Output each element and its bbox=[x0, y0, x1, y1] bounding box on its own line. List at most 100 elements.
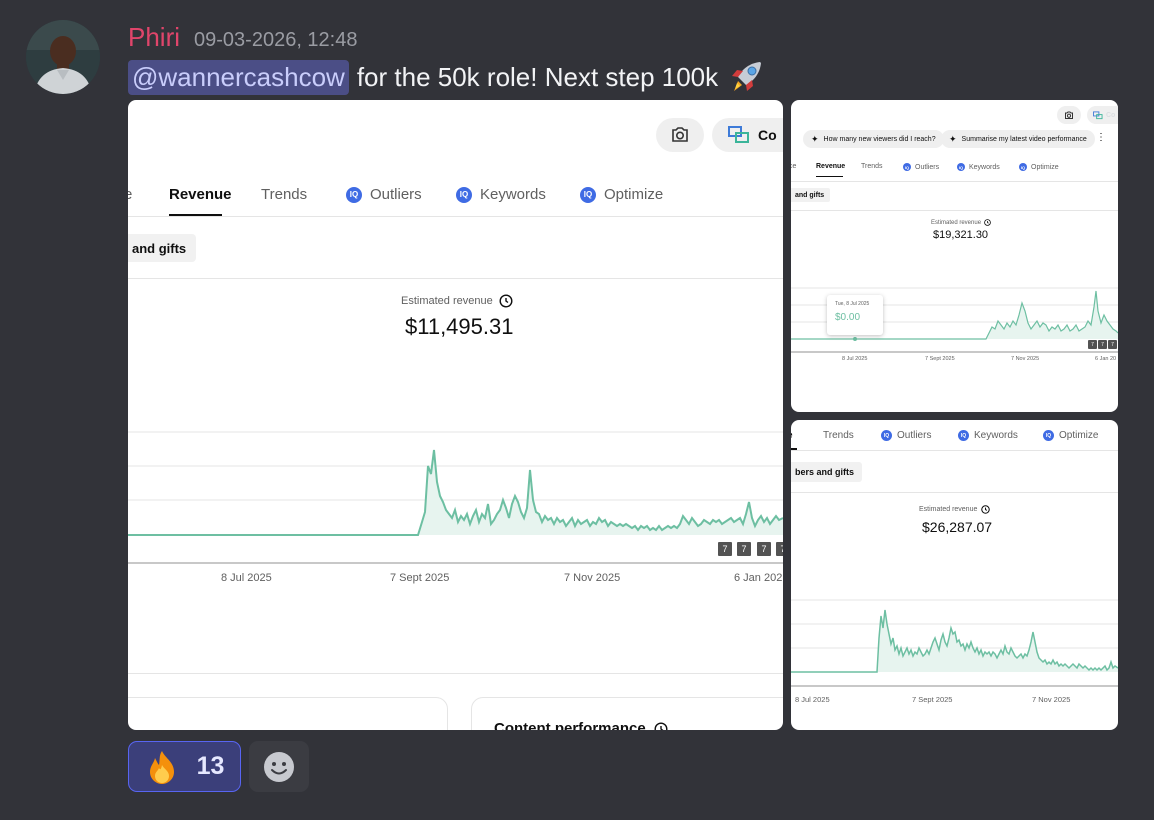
create-button-label: Co bbox=[1106, 111, 1116, 119]
tab-keywords[interactable]: IQ Keywords bbox=[958, 430, 1018, 441]
filter-chip[interactable]: and gifts bbox=[791, 188, 831, 202]
prompt-chip[interactable]: ✦ How many new viewers did I reach? bbox=[803, 130, 944, 148]
tabs-divider bbox=[791, 181, 1118, 182]
active-tab-underline bbox=[791, 448, 797, 450]
tab-trends[interactable]: Trends bbox=[861, 163, 883, 170]
card-title: Content performance bbox=[494, 720, 668, 730]
reaction-count: 13 bbox=[196, 752, 225, 780]
keywords-badge-icon: IQ bbox=[957, 163, 965, 171]
keywords-badge-icon: IQ bbox=[958, 430, 969, 441]
tab-revenue[interactable]: Revenue bbox=[816, 163, 846, 170]
tabs-divider bbox=[791, 450, 1118, 451]
clock-icon bbox=[981, 505, 991, 514]
metric-value: $11,495.31 bbox=[405, 314, 514, 339]
chart-tooltip: Tue, 8 Jul 2025 $0.00 bbox=[827, 295, 883, 335]
outliers-badge-icon: IQ bbox=[346, 186, 362, 203]
tab-revenue[interactable]: Revenue bbox=[169, 186, 232, 203]
outliers-badge-icon: IQ bbox=[903, 163, 911, 171]
tabs-divider bbox=[128, 216, 783, 217]
revenue-series-area bbox=[791, 610, 1118, 672]
tab-optimize[interactable]: IQ Optimize bbox=[580, 186, 663, 203]
x-axis-label: 7 Sept 2025 bbox=[390, 572, 450, 584]
section-divider bbox=[791, 210, 1118, 211]
prompt-chip[interactable]: ✦ Summarise my latest video performance bbox=[941, 130, 1095, 148]
tab-optimize[interactable]: IQ Optimize bbox=[1043, 430, 1098, 441]
camera-icon bbox=[1065, 111, 1073, 119]
tab-keywords[interactable]: IQ Keywords bbox=[957, 163, 1000, 171]
info-icon bbox=[654, 722, 668, 730]
avatar[interactable] bbox=[26, 20, 100, 94]
revenue-series-line bbox=[128, 449, 783, 536]
tab-optimize[interactable]: IQ Optimize bbox=[1019, 163, 1059, 171]
filter-chip[interactable]: bers and gifts bbox=[791, 462, 863, 482]
user-mention[interactable]: @wannercashcow bbox=[128, 59, 349, 95]
tab-keywords[interactable]: IQ Keywords bbox=[456, 186, 546, 203]
x-axis-label: 8 Jul 2025 bbox=[795, 695, 830, 704]
video-marker[interactable]: 7 bbox=[1088, 340, 1097, 349]
message-body: for the 50k role! Next step 100k bbox=[356, 61, 719, 92]
rocket-icon bbox=[726, 57, 766, 97]
app-logo-icon bbox=[1093, 110, 1103, 119]
create-button[interactable]: Co bbox=[712, 118, 783, 152]
video-marker[interactable]: 7 bbox=[1098, 340, 1107, 349]
metric-label: Estimated revenue bbox=[401, 294, 513, 308]
reaction-fire[interactable]: 13 bbox=[128, 741, 241, 792]
active-tab-underline bbox=[169, 214, 222, 216]
x-axis-label: 7 Nov 2025 bbox=[1011, 356, 1040, 362]
revenue-chart[interactable] bbox=[128, 430, 783, 570]
x-axis-label: 6 Jan 20 bbox=[1095, 356, 1117, 362]
video-marker[interactable]: 7 bbox=[776, 542, 783, 556]
optimize-badge-icon: IQ bbox=[1019, 163, 1027, 171]
x-axis-label: 6 Jan 202 bbox=[734, 572, 783, 584]
image-attachment-top-right[interactable]: Co ✦ How many new viewers did I reach? ✦… bbox=[791, 100, 1118, 412]
tab-outliers[interactable]: IQ Outliers bbox=[881, 430, 931, 441]
video-marker[interactable]: 7 bbox=[737, 542, 751, 556]
section-divider bbox=[128, 673, 783, 674]
x-axis-label: 7 Sept 2025 bbox=[912, 695, 953, 704]
create-button[interactable]: Co bbox=[1087, 106, 1118, 124]
x-axis-label: 8 Jul 2025 bbox=[842, 356, 868, 362]
keywords-badge-icon: IQ bbox=[456, 186, 472, 203]
camera-button[interactable] bbox=[1057, 106, 1081, 124]
sparkle-icon: ✦ bbox=[949, 133, 957, 144]
tooltip-value: $0.00 bbox=[835, 312, 861, 323]
revenue-series-area bbox=[791, 291, 1118, 339]
tab-partial[interactable]: ce bbox=[791, 163, 797, 170]
optimize-badge-icon: IQ bbox=[580, 186, 596, 203]
video-marker[interactable]: 7 bbox=[718, 542, 732, 556]
revenue-series-line bbox=[791, 290, 1118, 340]
metric-label: Estimated revenue bbox=[931, 219, 991, 226]
clock-icon bbox=[499, 294, 513, 308]
tab-partial[interactable]: e bbox=[791, 430, 793, 441]
x-axis-label: 7 Sept 2025 bbox=[925, 356, 955, 362]
message-header: Phiri 09-03-2026, 12:48 bbox=[128, 22, 357, 54]
message-content: @wannercashcow for the 50k role! Next st… bbox=[128, 58, 766, 96]
tab-partial[interactable]: e bbox=[128, 186, 133, 203]
outliers-badge-icon: IQ bbox=[881, 430, 892, 441]
image-attachment-main[interactable]: Co e Revenue Trends IQ Outliers IQ Keyword… bbox=[128, 100, 783, 730]
metric-value: $26,287.07 bbox=[922, 519, 993, 535]
tab-outliers[interactable]: IQ Outliers bbox=[903, 163, 940, 171]
content-performance-card: Content performance bbox=[471, 697, 783, 730]
revenue-series-line bbox=[791, 609, 1118, 673]
revenue-chart[interactable] bbox=[791, 598, 1118, 688]
create-button-label: Co bbox=[758, 127, 777, 143]
revenue-series-area bbox=[128, 450, 783, 535]
camera-button[interactable] bbox=[656, 118, 704, 152]
tab-trends[interactable]: Trends bbox=[823, 430, 854, 441]
filter-chip[interactable]: and gifts bbox=[128, 234, 197, 262]
clock-icon bbox=[984, 219, 991, 226]
section-divider bbox=[791, 492, 1118, 493]
optimize-badge-icon: IQ bbox=[1043, 430, 1054, 441]
x-axis-label: 8 Jul 2025 bbox=[221, 572, 272, 584]
author-name[interactable]: Phiri bbox=[128, 22, 181, 52]
summary-card bbox=[128, 697, 448, 730]
tab-outliers[interactable]: IQ Outliers bbox=[346, 186, 422, 203]
more-options-icon[interactable]: ⋮ bbox=[1096, 132, 1106, 143]
video-marker[interactable]: 7 bbox=[1108, 340, 1117, 349]
video-marker[interactable]: 7 bbox=[757, 542, 771, 556]
tab-trends[interactable]: Trends bbox=[261, 186, 308, 203]
metric-label: Estimated revenue bbox=[919, 505, 991, 514]
add-reaction-button[interactable] bbox=[249, 741, 309, 792]
